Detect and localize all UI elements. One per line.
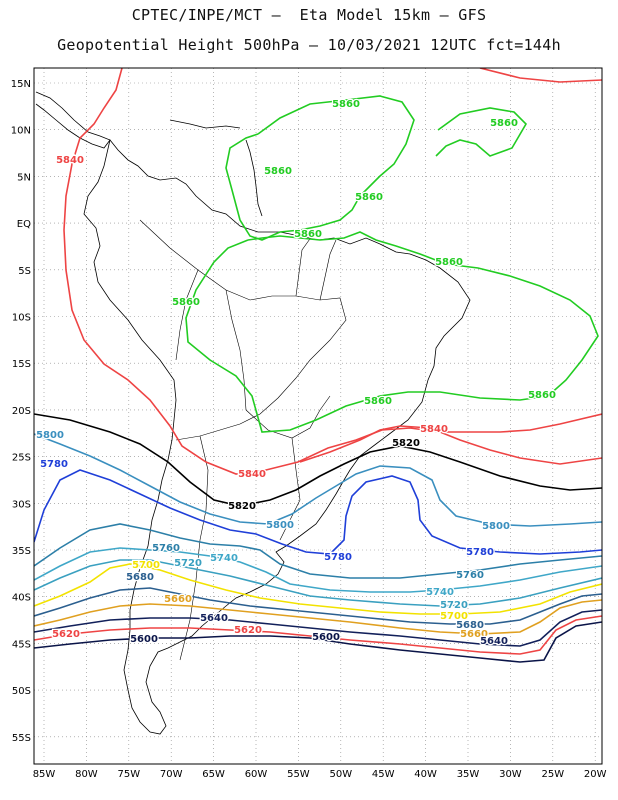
contour-label: 5860 — [294, 229, 322, 240]
contour-label: 5860 — [435, 257, 463, 268]
contour-label: 5800 — [36, 430, 64, 441]
country-borders — [139, 219, 347, 661]
lat-label: 10N — [11, 126, 31, 137]
lat-label: 45S — [12, 639, 31, 650]
contour-label: 5700 — [132, 560, 160, 571]
contour-5820 — [34, 413, 602, 507]
contour-label: 5680 — [126, 572, 154, 583]
contour-5640 — [34, 609, 602, 647]
lon-label: 75W — [117, 769, 140, 780]
contour-label: 5860 — [364, 396, 392, 407]
lat-label: 50S — [12, 686, 31, 697]
contour-label: 5720 — [174, 558, 202, 569]
lon-label: 65W — [202, 769, 225, 780]
contour-label: 5780 — [40, 459, 68, 470]
contour-label: 5800 — [482, 521, 510, 532]
central-america-coastline — [35, 91, 111, 149]
contour-label: 5860 — [332, 99, 360, 110]
contour-label: 5820 — [228, 501, 256, 512]
contour-label: 5740 — [210, 553, 238, 564]
lat-label: 30S — [12, 499, 31, 510]
contour-label: 5620 — [52, 629, 80, 640]
contour-label: 5860 — [355, 192, 383, 203]
contour-5840-northern — [63, 68, 602, 475]
lon-label: 80W — [75, 769, 98, 780]
lat-label: 25S — [12, 453, 31, 464]
contour-label: 5840 — [56, 155, 84, 166]
lon-label: 45W — [372, 769, 395, 780]
contour-5680 — [34, 587, 602, 625]
contour-label: 5860 — [490, 118, 518, 129]
contour-5840-east-top — [479, 68, 602, 83]
contour-labels: 5860 5860 5860 5860 5860 5860 5860 5860 5860 5840… — [35, 98, 557, 649]
latitude-labels: 15N 10N 5N EQ 5S 10S 15S 20S 25S 30S 35S 40S 45S 50S 5… — [11, 79, 31, 744]
contour-label: 5860 — [172, 297, 200, 308]
contour-label: 5660 — [460, 629, 488, 640]
lat-label: EQ — [17, 219, 31, 230]
contour-label: 5660 — [164, 594, 192, 605]
contour-label: 5680 — [456, 620, 484, 631]
contour-label: 5760 — [456, 570, 484, 581]
contour-label: 5780 — [324, 552, 352, 563]
contour-label: 5860 — [528, 390, 556, 401]
lat-label: 55S — [12, 733, 31, 744]
contour-5800 — [34, 433, 602, 527]
lat-label: 15S — [12, 359, 31, 370]
contour-5600 — [34, 621, 602, 663]
lon-label: 85W — [33, 769, 56, 780]
contour-5860-south — [185, 231, 599, 433]
contour-5860-north — [225, 95, 415, 241]
contour-label: 5840 — [420, 424, 448, 435]
map-title: CPTEC/INPE/MCT – Eta Model 15km – GFS — [131, 6, 487, 24]
contour-label: 5640 — [480, 636, 508, 647]
lat-label: 20S — [12, 406, 31, 417]
contour-5760 — [34, 523, 602, 579]
contour-label: 5640 — [200, 613, 228, 624]
lon-label: 55W — [287, 769, 310, 780]
contour-label: 5600 — [312, 632, 340, 643]
contour-lines — [34, 68, 602, 663]
lat-label: 5N — [17, 172, 31, 183]
map-subtitle: Geopotential Height 500hPa – 10/03/2021 … — [57, 36, 561, 54]
contour-label: 5860 — [264, 166, 292, 177]
map-frame-bg — [34, 68, 602, 764]
contour-5620 — [34, 615, 602, 655]
lon-label: 50W — [329, 769, 352, 780]
lat-label: 15N — [11, 79, 31, 90]
contour-label: 5780 — [466, 547, 494, 558]
map-frame — [33, 67, 603, 765]
contour-5860-atlantic — [435, 107, 528, 157]
lat-label: 40S — [12, 593, 31, 604]
contour-label: 5800 — [266, 520, 294, 531]
lat-label: 10S — [12, 313, 31, 324]
lon-label: 20W — [584, 769, 607, 780]
longitude-labels: 85W 80W 75W 70W 65W 60W 55W 50W 45W 40W 35W 30W 25W 2… — [33, 769, 607, 780]
lon-label: 70W — [160, 769, 183, 780]
contour-label: 5720 — [440, 600, 468, 611]
contour-label: 5620 — [234, 625, 262, 636]
contour-5700 — [34, 563, 602, 615]
contour-label: 5740 — [426, 587, 454, 598]
lat-label: 35S — [12, 546, 31, 557]
contour-label: 5600 — [130, 634, 158, 645]
contour-5780 — [34, 469, 602, 555]
antilles-coastline — [169, 119, 263, 217]
contour-label: 5820 — [392, 438, 420, 449]
contour-5660 — [34, 599, 602, 635]
lon-label: 25W — [541, 769, 564, 780]
lat-label: 5S — [18, 266, 31, 277]
lon-label: 35W — [457, 769, 480, 780]
contour-label: 5760 — [152, 543, 180, 554]
contour-5720 — [34, 559, 602, 607]
contour-label: 5700 — [440, 611, 468, 622]
lon-label: 60W — [245, 769, 268, 780]
contour-5740 — [34, 547, 602, 593]
contour-5840-trough — [299, 425, 602, 465]
lon-label: 40W — [414, 769, 437, 780]
lon-label: 30W — [499, 769, 522, 780]
contour-label: 5840 — [238, 469, 266, 480]
